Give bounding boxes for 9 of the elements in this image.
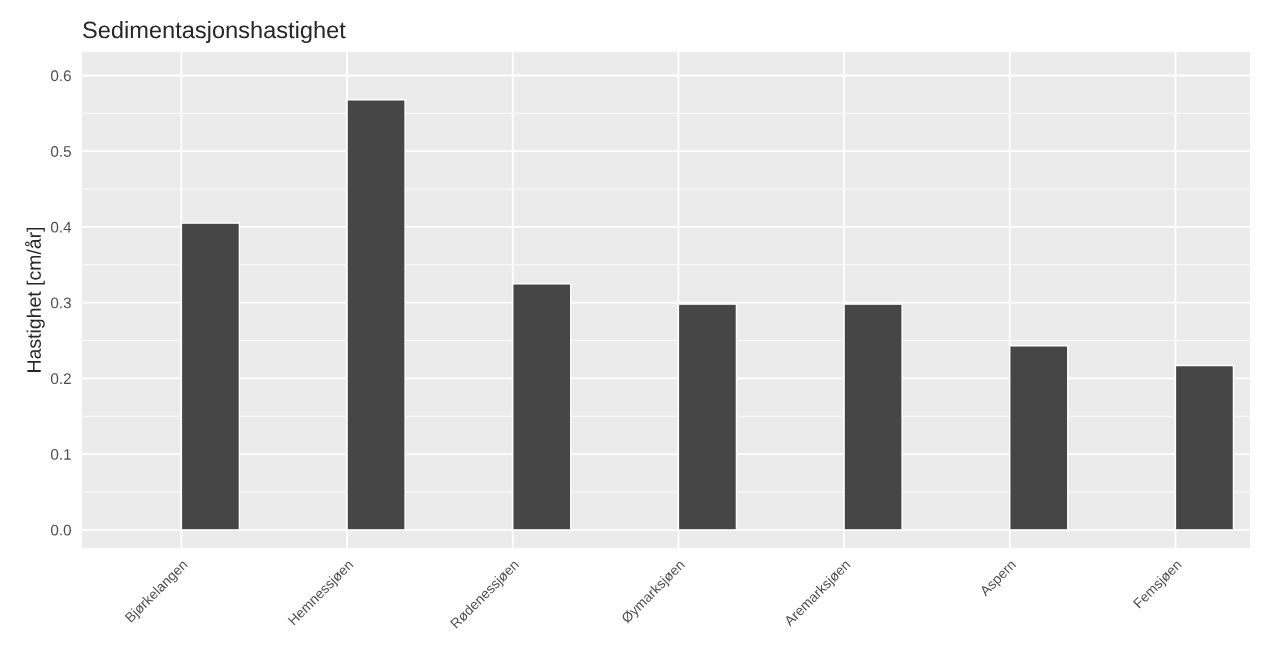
- y-axis-title: Hastighet [cm/år]: [25, 227, 45, 372]
- y-tick-label: 0.0: [50, 524, 71, 536]
- y-tick-label: 0.4: [50, 221, 72, 233]
- y-tick-label: 0.2: [50, 373, 71, 385]
- y-tick-label: 0.5: [50, 146, 71, 157]
- y-tick-label: 0.6: [50, 70, 71, 82]
- y-tick-label: 0.3: [50, 297, 71, 309]
- chart-title: Sedimentasjonshastighet: [83, 21, 346, 44]
- y-tick-label: 0.1: [50, 448, 71, 460]
